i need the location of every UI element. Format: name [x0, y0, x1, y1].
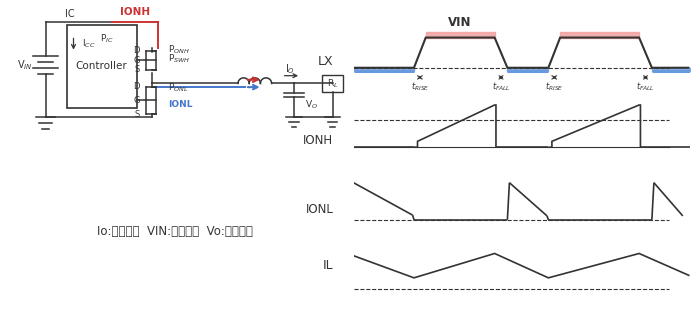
Text: P$_{IC}$: P$_{IC}$ — [100, 32, 113, 45]
Text: I$_{CC}$: I$_{CC}$ — [83, 38, 96, 50]
Text: $t_{FALL}$: $t_{FALL}$ — [491, 81, 510, 93]
Text: $t_{RISE}$: $t_{RISE}$ — [545, 81, 564, 93]
Text: IONL: IONL — [305, 203, 333, 216]
Text: LX: LX — [318, 55, 333, 68]
Text: S: S — [134, 65, 140, 74]
Text: P$_{SWH}$: P$_{SWH}$ — [168, 53, 190, 65]
Text: Controller: Controller — [76, 61, 127, 71]
Text: $t_{RISE}$: $t_{RISE}$ — [411, 81, 429, 93]
Text: D: D — [134, 46, 140, 56]
Text: G: G — [134, 56, 140, 65]
Text: P$_{ONL}$: P$_{ONL}$ — [168, 82, 188, 94]
Text: IONL: IONL — [168, 99, 193, 109]
Text: VIN: VIN — [449, 16, 472, 29]
Text: IONH: IONH — [120, 7, 150, 17]
Text: IONH: IONH — [303, 134, 333, 147]
Text: D: D — [134, 82, 140, 91]
Text: P$_{ONH}$: P$_{ONH}$ — [168, 43, 190, 56]
Text: I$_O$: I$_O$ — [286, 63, 295, 76]
Bar — [322, 75, 343, 92]
Text: V$_{IN}$: V$_{IN}$ — [18, 58, 33, 72]
Text: IC: IC — [65, 9, 75, 19]
Text: $t_{FALL}$: $t_{FALL}$ — [636, 81, 655, 93]
Bar — [66, 25, 136, 108]
Text: IL: IL — [323, 259, 333, 272]
Text: S: S — [134, 110, 140, 119]
Text: Io:负载电流  VIN:输入电压  Vo:输出电压: Io:负载电流 VIN:输入电压 Vo:输出电压 — [97, 225, 253, 238]
Text: G: G — [134, 96, 140, 105]
Text: V$_O$: V$_O$ — [305, 99, 318, 111]
Text: R$_L$: R$_L$ — [327, 77, 338, 90]
